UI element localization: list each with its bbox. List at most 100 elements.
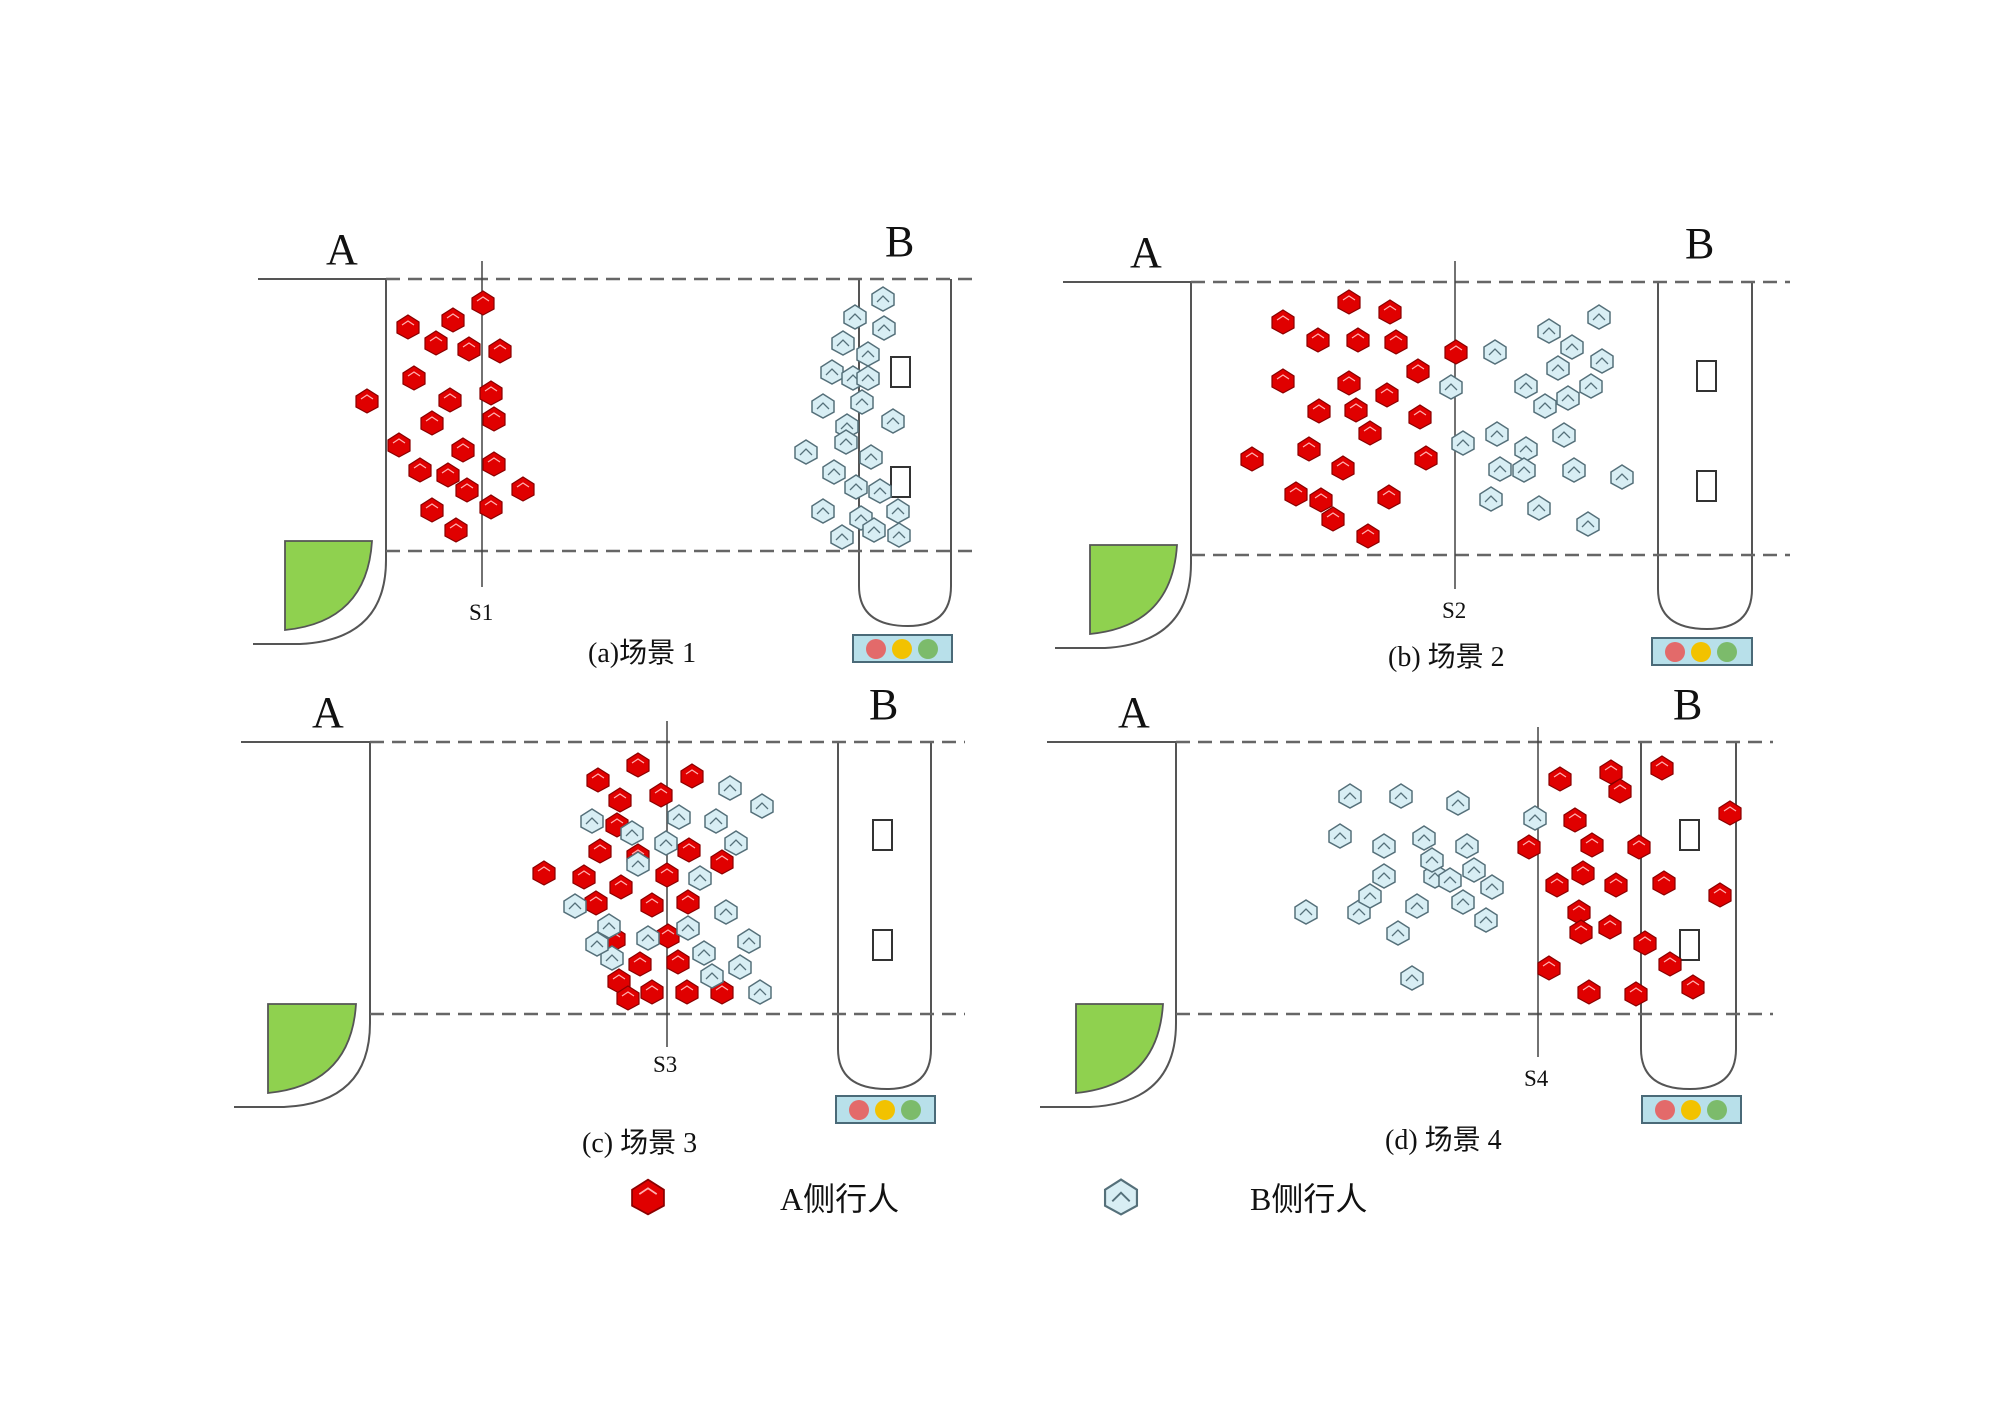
traffic-light-green — [918, 639, 938, 659]
pedestrian-b — [872, 315, 896, 341]
pedestrian-b — [856, 365, 880, 391]
pedestrian-a — [1598, 914, 1622, 940]
pedestrian-b — [794, 439, 818, 465]
pedestrian-a — [1604, 872, 1628, 898]
pedestrian-a — [479, 494, 503, 520]
pedestrian-a — [1444, 339, 1468, 365]
pedestrian-a — [355, 388, 379, 414]
pedestrian-a — [626, 752, 650, 778]
pedestrian-a — [1567, 899, 1591, 925]
pedestrian-b — [1338, 783, 1362, 809]
side-b-label: B — [885, 217, 914, 266]
pedestrian-a — [408, 457, 432, 483]
pedestrian-b — [1446, 790, 1470, 816]
pedestrian-a — [1337, 370, 1361, 396]
booth-box — [1696, 360, 1717, 392]
pedestrian-b — [1556, 385, 1580, 411]
pedestrian-b — [1562, 457, 1586, 483]
pedestrian-b — [886, 498, 910, 524]
pedestrian-a — [420, 410, 444, 436]
pedestrian-a — [1356, 523, 1380, 549]
pedestrian-a — [1569, 919, 1593, 945]
side-b-label: B — [1685, 219, 1714, 268]
pedestrian-b — [750, 793, 774, 819]
panel-scenario-3: A B S3 — [234, 680, 965, 1159]
legend-a-label: A侧行人 — [780, 1181, 899, 1217]
green-island — [1089, 544, 1178, 635]
side-a-label: A — [1130, 228, 1162, 277]
pedestrian-a — [680, 763, 704, 789]
pedestrian-a — [676, 889, 700, 915]
pedestrian-a — [479, 380, 503, 406]
pedestrian-a — [482, 406, 506, 432]
pedestrian-a — [1306, 327, 1330, 353]
pedestrian-b — [1328, 823, 1352, 849]
panel-scenario-1: A B S1 — [253, 217, 979, 669]
pedestrian-b — [1610, 464, 1634, 490]
pedestrian-a — [1271, 368, 1295, 394]
pedestrian-a — [1681, 974, 1705, 1000]
pedestrian-b — [844, 474, 868, 500]
pedestrian-b — [1455, 833, 1479, 859]
pedestrian-a — [1571, 860, 1595, 886]
legend: A侧行人 B侧行人 — [631, 1178, 1367, 1217]
section-label: S4 — [1524, 1066, 1549, 1091]
green-island — [267, 1003, 357, 1094]
pedestrian-b — [1527, 495, 1551, 521]
pedestrian-b — [1358, 883, 1382, 909]
pedestrian-a — [1537, 955, 1561, 981]
traffic-light-yellow — [892, 639, 912, 659]
pedestrian-a — [451, 437, 475, 463]
pedestrian-a — [655, 862, 679, 888]
pedestrians — [1240, 289, 1634, 549]
pedestrian-a — [1271, 309, 1295, 335]
pedestrian-a — [488, 338, 512, 364]
side-b-label: B — [869, 680, 898, 729]
pedestrian-b — [1480, 874, 1504, 900]
pedestrian-a — [1297, 436, 1321, 462]
pedestrian-a — [675, 979, 699, 1005]
pedestrian-a — [1406, 358, 1430, 384]
pedestrian-a — [609, 874, 633, 900]
traffic-light-red — [1665, 642, 1685, 662]
traffic-light-green — [1707, 1100, 1727, 1120]
pedestrian-b — [871, 286, 895, 312]
traffic-light-red — [1655, 1100, 1675, 1120]
pedestrian-a — [1284, 481, 1308, 507]
pedestrian-b — [1372, 863, 1396, 889]
pedestrian-b — [1579, 373, 1603, 399]
pedestrian-a — [1344, 397, 1368, 423]
pedestrian-b — [1512, 457, 1536, 483]
booth-box — [1679, 819, 1700, 851]
pedestrian-a — [640, 892, 664, 918]
pedestrian-b — [667, 804, 691, 830]
pedestrian-a — [656, 923, 680, 949]
pedestrian-b — [881, 408, 905, 434]
pedestrian-a — [1545, 872, 1569, 898]
traffic-light — [1641, 1095, 1742, 1124]
traffic-light-yellow — [1681, 1100, 1701, 1120]
pedestrian-a — [1375, 382, 1399, 408]
pedestrian-b — [1451, 889, 1475, 915]
pedestrian-a — [1309, 487, 1333, 513]
pedestrian-b — [811, 498, 835, 524]
pedestrian-a — [1378, 299, 1402, 325]
side-a-label: A — [312, 688, 344, 737]
pedestrian-a — [1580, 832, 1604, 858]
traffic-light-yellow — [1691, 642, 1711, 662]
pedestrian-b — [1479, 486, 1503, 512]
pedestrian-b — [718, 775, 742, 801]
pedestrian-a — [1563, 807, 1587, 833]
booth-box — [1696, 470, 1717, 502]
panel-caption: (c) 场景 3 — [582, 1128, 697, 1159]
pedestrian-a — [584, 890, 608, 916]
legend-b-label: B侧行人 — [1250, 1181, 1367, 1217]
traffic-light — [1651, 637, 1753, 666]
pedestrian-b — [811, 393, 835, 419]
green-island — [284, 540, 373, 631]
legend-a-symbol — [631, 1178, 665, 1216]
pedestrian-b — [1405, 893, 1429, 919]
side-b-label: B — [1673, 680, 1702, 729]
traffic-light-yellow — [875, 1100, 895, 1120]
pedestrian-b — [724, 830, 748, 856]
